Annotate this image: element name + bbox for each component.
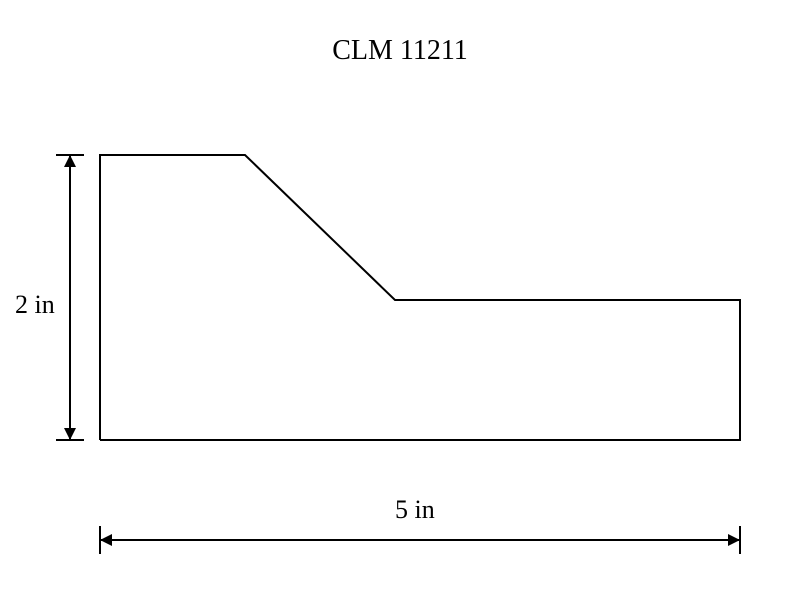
dimension-height — [56, 155, 84, 440]
dimension-width-label: 5 in — [395, 495, 435, 525]
profile-outline — [100, 155, 740, 440]
dimension-height-label: 2 in — [15, 290, 55, 320]
dimension-width — [100, 526, 740, 554]
